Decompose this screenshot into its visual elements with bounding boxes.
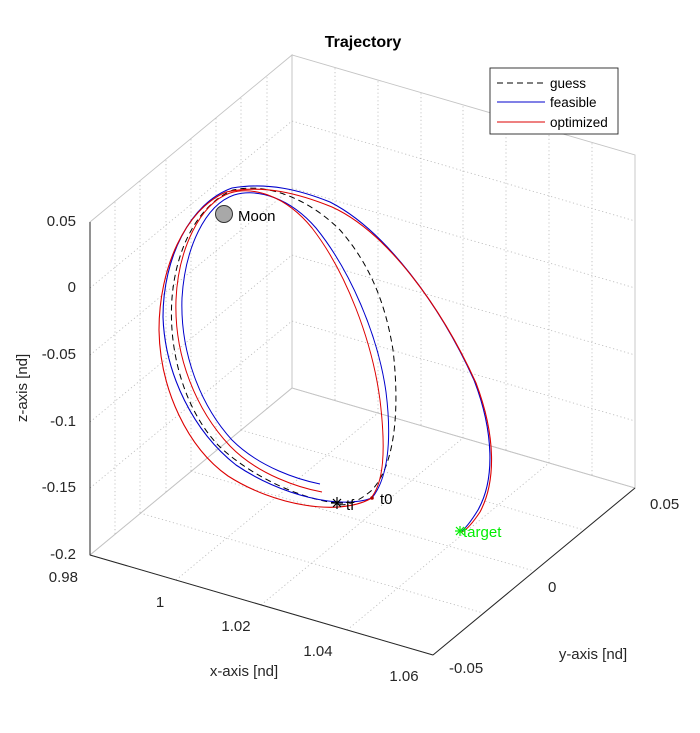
z-tick-label: -0.05 <box>42 346 76 363</box>
moon-label: Moon <box>238 208 276 225</box>
x-tick-label: 1.04 <box>303 643 332 660</box>
y-tick-label: 0.05 <box>650 496 679 513</box>
x-tick-label: 0.98 <box>49 569 78 586</box>
x-tick-labels: 0.98 1 1.02 1.04 1.06 <box>49 569 419 685</box>
x-axis-label: x-axis [nd] <box>210 663 278 680</box>
axes-box <box>89 54 636 656</box>
z-tick-label: -0.15 <box>42 479 76 496</box>
front-axes <box>89 222 636 656</box>
legend-label-optimized: optimized <box>550 115 608 130</box>
legend: guess feasible optimized <box>489 67 619 135</box>
optimized-inner-loop <box>175 190 384 500</box>
moon-icon <box>215 205 233 223</box>
legend-label-feasible: feasible <box>550 95 597 110</box>
feasible-trajectory <box>162 185 491 533</box>
z-tick-label: -0.2 <box>50 546 76 563</box>
moon-marker <box>215 205 233 223</box>
x-tick-label: 1.02 <box>221 618 250 635</box>
x-tick-label: 1 <box>156 594 164 611</box>
trajectory-lines <box>158 185 493 533</box>
target-label: target <box>463 524 502 541</box>
z-tick-label: 0 <box>68 279 76 296</box>
grid-lines <box>89 68 636 631</box>
guess-trajectory <box>170 187 397 506</box>
z-tick-labels: -0.2 -0.15 -0.1 -0.05 0 0.05 <box>42 213 76 563</box>
y-axis-label: y-axis [nd] <box>559 646 627 663</box>
y-tick-label: -0.05 <box>449 660 483 677</box>
end-point-marker <box>331 497 343 509</box>
start-point <box>370 496 374 500</box>
start-label: t0 <box>380 491 393 508</box>
legend-label-guess: guess <box>550 76 586 91</box>
end-label: tf <box>346 497 355 514</box>
z-tick-label: 0.05 <box>47 213 76 230</box>
chart-title: Trajectory <box>325 34 402 51</box>
legend-box <box>489 67 619 135</box>
y-tick-label: 0 <box>548 579 556 596</box>
z-axis-label: z-axis [nd] <box>14 354 31 422</box>
x-tick-label: 1.06 <box>389 668 418 685</box>
y-tick-labels: -0.05 0 0.05 <box>449 496 679 677</box>
optimized-trajectory <box>158 188 493 533</box>
target-marker <box>455 526 465 536</box>
z-tick-label: -0.1 <box>50 413 76 430</box>
feasible-inner-loop <box>181 192 390 499</box>
